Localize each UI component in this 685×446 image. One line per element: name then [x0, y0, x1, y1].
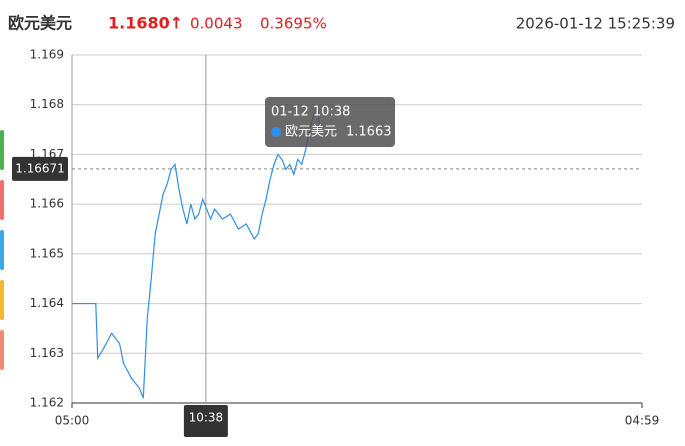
tooltip-series: 欧元美元 [285, 125, 337, 140]
x-tick-label: 04:59 [625, 414, 660, 428]
crosshair-x-box [183, 405, 228, 437]
y-tick-label: 1.165 [30, 246, 64, 260]
tooltip-time: 01-12 10:38 [271, 105, 350, 120]
side-tab [0, 180, 4, 220]
price: 1.1680↑ [108, 14, 183, 33]
y-tick-label: 1.163 [30, 346, 64, 360]
tooltip-box [265, 97, 395, 147]
timestamp: 2026-01-12 15:25:39 [516, 15, 675, 33]
title: 欧元美元 [8, 14, 72, 33]
tooltip-dot [271, 127, 281, 137]
y-tick-label: 1.168 [30, 97, 64, 111]
crosshair-y-box [12, 156, 68, 181]
y-tick-label: 1.169 [30, 48, 64, 62]
side-tab [0, 130, 4, 170]
crosshair-y-label: 1.16671 [15, 161, 65, 175]
change: 0.0043 [190, 15, 243, 33]
tooltip-value: 1.1663 [346, 125, 392, 140]
y-tick-label: 1.162 [30, 396, 64, 410]
y-tick-label: 1.166 [30, 197, 64, 211]
x-tick-label: 05:00 [55, 414, 90, 428]
side-tab [0, 330, 4, 370]
crosshair-x-label: 10:38 [189, 411, 224, 425]
change-percent: 0.3695% [260, 15, 327, 33]
price-line [72, 104, 321, 399]
y-tick-label: 1.164 [30, 296, 64, 310]
side-tab [0, 230, 4, 270]
side-tab [0, 280, 4, 320]
